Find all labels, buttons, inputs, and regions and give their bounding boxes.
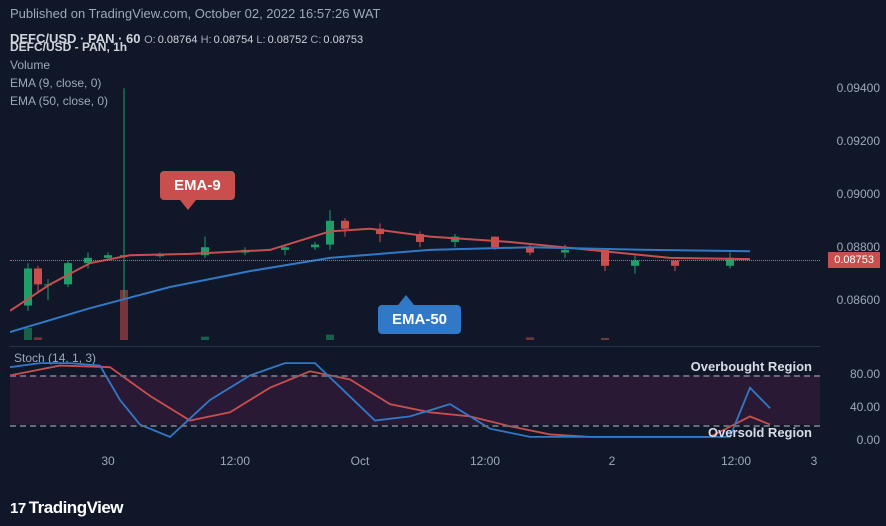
price-tick: 0.09000 — [837, 187, 880, 201]
overbought-label: Overbought Region — [691, 359, 812, 374]
time-tick: Oct — [351, 454, 370, 468]
time-x-axis: 30 12:00 Oct 12:00 2 12:00 3 — [10, 446, 820, 476]
current-price-tag: 0.08753 — [828, 252, 880, 268]
stoch-tick: 0.00 — [857, 433, 880, 447]
time-tick: 3 — [811, 454, 818, 468]
stoch-tick: 80.00 — [850, 367, 880, 381]
publish-header: Published on TradingView.com, October 02… — [0, 0, 886, 27]
volume-indicator-label: Volume — [10, 56, 137, 74]
price-tick: 0.08600 — [837, 293, 880, 307]
tradingview-brand: 17TradingView — [10, 498, 123, 518]
stochastic-panel[interactable]: Stoch (14, 1, 3) Overbought Region Overs… — [10, 346, 820, 442]
ema50-callout: EMA-50 — [378, 305, 461, 334]
overbought-line — [10, 375, 820, 377]
time-tick: 12:00 — [220, 454, 250, 468]
current-price-line — [10, 260, 820, 261]
ema9-callout: EMA-9 — [160, 171, 235, 200]
time-tick: 2 — [609, 454, 616, 468]
stoch-tick: 40.00 — [850, 400, 880, 414]
time-tick: 30 — [101, 454, 114, 468]
brand-icon: 17 — [10, 500, 26, 517]
oversold-line — [10, 425, 820, 427]
chart-title: DEFC/USD - PAN, 1h — [10, 38, 137, 56]
oversold-label: Oversold Region — [708, 425, 812, 440]
price-tick: 0.09200 — [837, 134, 880, 148]
main-price-chart[interactable]: EMA-9 EMA-50 — [10, 75, 820, 340]
price-y-axis: 0.094000.092000.090000.088000.087530.086… — [818, 75, 880, 340]
ohlc-values: O:0.08764 H:0.08754 L:0.08752 C:0.08753 — [144, 34, 363, 46]
stoch-y-axis: 80.0040.000.00 — [818, 346, 880, 442]
time-tick: 12:00 — [470, 454, 500, 468]
price-tick: 0.09400 — [837, 81, 880, 95]
time-tick: 12:00 — [721, 454, 751, 468]
